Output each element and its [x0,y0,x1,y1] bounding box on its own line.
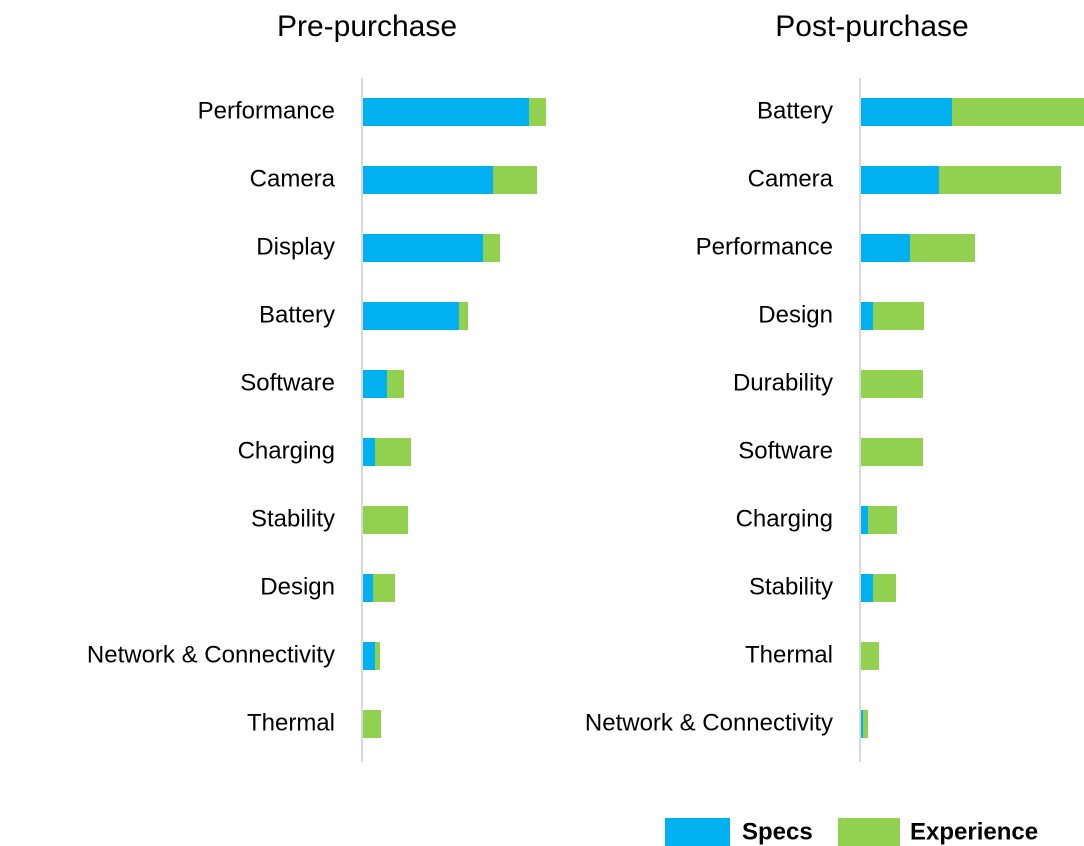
bar-segment [387,370,404,398]
category-label: Performance [198,97,335,124]
category-label: Stability [749,573,833,600]
category-label: Camera [250,165,336,192]
bar-segment [363,574,373,602]
bar-segment [363,302,459,330]
bar-segment [363,642,375,670]
category-label: Charging [736,505,833,532]
bar-segment [861,710,863,738]
bar-segment [483,234,500,262]
category-label: Camera [748,165,834,192]
bar-segment [375,642,380,670]
bar-segment [939,166,1061,194]
category-label: Battery [259,301,335,328]
category-label: Design [758,301,833,328]
bar-segment [375,438,411,466]
bar-segment [861,234,910,262]
bar-segment [910,234,975,262]
bar-segment [363,370,387,398]
bar-segment [373,574,395,602]
bar-segment [952,98,1084,126]
category-label: Software [240,369,335,396]
bar-segment [861,438,923,466]
bar-segment [861,642,879,670]
legend-swatch [665,818,730,846]
bar-segment [861,574,873,602]
bar-segment [861,98,952,126]
category-label: Thermal [247,709,335,736]
category-label: Battery [757,97,833,124]
bar-segment [363,710,381,738]
category-label: Network & Connectivity [87,641,335,668]
category-label: Display [256,233,335,260]
bar-segment [861,302,873,330]
chart-title: Pre-purchase [277,10,457,43]
category-label: Durability [733,369,833,396]
bar-segment [493,166,537,194]
bar-segment [363,98,529,126]
bar-segment [861,370,923,398]
bar-segment [363,438,375,466]
category-label: Charging [238,437,335,464]
category-label: Design [260,573,335,600]
legend-swatch [838,818,900,846]
category-label: Stability [251,505,335,532]
category-label: Network & Connectivity [585,709,833,736]
chart-title: Post-purchase [775,10,968,43]
bar-segment [459,302,468,330]
bar-segment [363,234,483,262]
category-label: Performance [696,233,833,260]
legend-label: Experience [910,818,1038,845]
bar-segment [861,166,939,194]
bar-segment [868,506,897,534]
bar-segment [873,574,896,602]
category-label: Software [738,437,833,464]
bar-segment [861,506,868,534]
category-label: Thermal [745,641,833,668]
bar-segment [363,506,408,534]
bar-segment [529,98,546,126]
legend-label: Specs [742,818,813,845]
bar-segment [873,302,924,330]
bar-segment [863,710,868,738]
bar-segment [363,166,493,194]
